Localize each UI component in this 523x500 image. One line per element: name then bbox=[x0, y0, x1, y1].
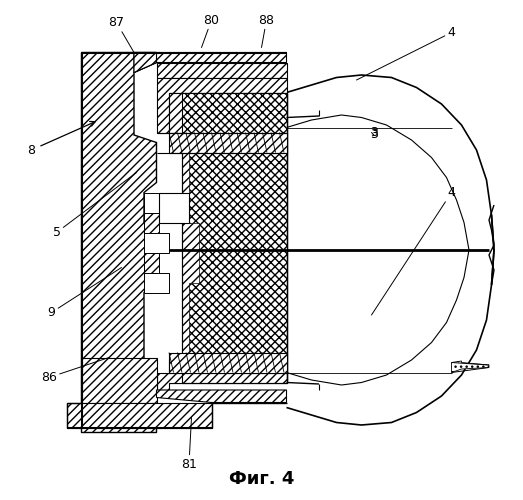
Polygon shape bbox=[159, 192, 189, 222]
Text: 3: 3 bbox=[370, 128, 378, 141]
Polygon shape bbox=[156, 78, 287, 132]
Polygon shape bbox=[144, 272, 169, 292]
Polygon shape bbox=[169, 352, 287, 372]
Text: 86: 86 bbox=[41, 358, 109, 384]
Polygon shape bbox=[134, 52, 156, 72]
Polygon shape bbox=[169, 132, 287, 152]
Text: 4: 4 bbox=[371, 186, 456, 315]
Polygon shape bbox=[169, 92, 287, 383]
Text: 81: 81 bbox=[181, 418, 197, 470]
Polygon shape bbox=[66, 402, 211, 427]
Polygon shape bbox=[144, 252, 159, 272]
Text: 8: 8 bbox=[28, 122, 95, 156]
Text: 5: 5 bbox=[52, 172, 137, 239]
Text: 4: 4 bbox=[357, 26, 456, 80]
Text: 88: 88 bbox=[258, 14, 275, 48]
Polygon shape bbox=[181, 92, 287, 383]
Polygon shape bbox=[144, 212, 159, 233]
Text: 87: 87 bbox=[108, 16, 134, 52]
Polygon shape bbox=[156, 62, 287, 78]
Text: 9: 9 bbox=[48, 268, 121, 319]
Polygon shape bbox=[156, 390, 287, 402]
Text: 3: 3 bbox=[370, 126, 378, 139]
Polygon shape bbox=[156, 372, 287, 390]
Polygon shape bbox=[144, 232, 169, 252]
Text: 80: 80 bbox=[201, 14, 220, 48]
Polygon shape bbox=[451, 361, 489, 372]
Polygon shape bbox=[134, 52, 287, 72]
Polygon shape bbox=[144, 192, 169, 212]
Polygon shape bbox=[82, 358, 156, 403]
Polygon shape bbox=[82, 52, 156, 432]
Text: Фиг. 4: Фиг. 4 bbox=[229, 470, 294, 488]
